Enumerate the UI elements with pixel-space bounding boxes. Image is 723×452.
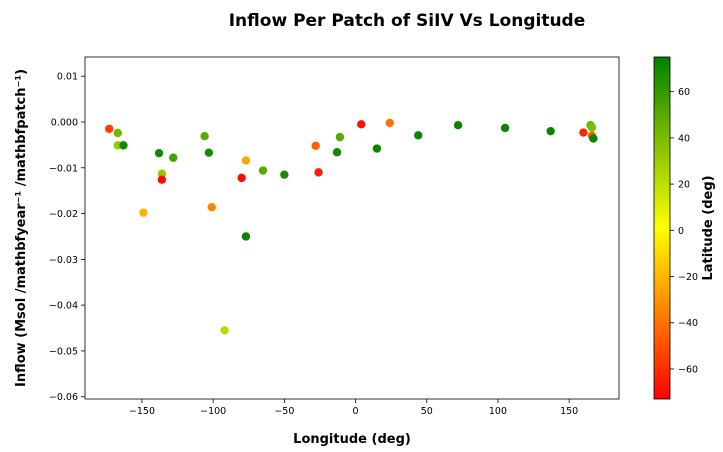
data-point bbox=[241, 232, 251, 241]
y-tick-label: −0.05 bbox=[49, 346, 78, 357]
x-tick-label: −150 bbox=[129, 406, 155, 417]
data-point bbox=[139, 208, 148, 217]
data-point bbox=[207, 202, 216, 212]
data-point bbox=[546, 126, 555, 136]
chart-title: Inflow Per Patch of SiIV Vs Longitude bbox=[229, 11, 586, 31]
data-point bbox=[311, 141, 320, 151]
plot-area-frame bbox=[84, 56, 620, 400]
data-point bbox=[157, 175, 167, 184]
colorbar-tick-label: −60 bbox=[678, 364, 698, 375]
data-point bbox=[579, 128, 588, 137]
data-point bbox=[204, 148, 214, 157]
colorbar-axis: 60 40 20 0 −20 −40 −60 bbox=[670, 87, 698, 375]
y-axis-label: Inflow (Msol /mathbfyear⁻¹ /mathbfpatch⁻… bbox=[14, 69, 29, 387]
data-point bbox=[200, 132, 209, 141]
colorbar-label: Latitude (deg) bbox=[701, 175, 716, 280]
data-point bbox=[335, 132, 345, 142]
colorbar-tick-label: 20 bbox=[678, 180, 690, 191]
data-point bbox=[589, 134, 598, 143]
y-tick-label: −0.02 bbox=[49, 209, 78, 220]
colorbar-frame bbox=[653, 56, 671, 400]
data-point bbox=[314, 168, 323, 177]
data-point bbox=[385, 118, 394, 128]
colorbar-tick-label: −20 bbox=[678, 272, 698, 283]
colorbar-tick-label: 0 bbox=[678, 226, 684, 237]
data-point bbox=[169, 153, 178, 162]
y-tick-label: −0.03 bbox=[49, 255, 78, 266]
data-point bbox=[587, 123, 597, 132]
x-tick-label: −50 bbox=[274, 406, 294, 417]
x-tick-label: −100 bbox=[200, 406, 226, 417]
data-point bbox=[332, 148, 342, 157]
data-point bbox=[157, 169, 167, 178]
y-tick-label: 0.000 bbox=[51, 118, 78, 129]
colorbar-tick-label: −40 bbox=[678, 318, 698, 329]
y-tick-label: −0.06 bbox=[49, 392, 78, 403]
x-tick-label: 100 bbox=[489, 406, 507, 417]
x-axis: −150 −100 −50 0 50 100 150 bbox=[129, 399, 578, 417]
x-tick-label: 50 bbox=[421, 406, 433, 417]
colorbar-tick-label: 40 bbox=[678, 133, 690, 144]
data-point bbox=[113, 128, 122, 138]
y-tick-label: 0.01 bbox=[57, 72, 78, 83]
x-tick-label: 150 bbox=[560, 406, 578, 417]
y-tick-label: −0.01 bbox=[49, 163, 78, 174]
data-point bbox=[357, 120, 366, 129]
colorbar-tick-label: 60 bbox=[678, 87, 690, 98]
y-tick-label: −0.04 bbox=[49, 301, 78, 312]
data-point bbox=[414, 131, 423, 140]
data-point bbox=[154, 148, 164, 158]
data-point bbox=[220, 326, 229, 335]
data-point bbox=[280, 170, 289, 179]
colorbar bbox=[654, 57, 670, 399]
data-point bbox=[372, 144, 382, 153]
data-point bbox=[453, 121, 463, 130]
data-point bbox=[258, 166, 268, 175]
y-axis: 0.01 0.000 −0.01 −0.02 −0.03 −0.04 −0.05 −0.06 bbox=[49, 72, 85, 403]
data-point bbox=[241, 156, 251, 165]
data-point bbox=[119, 141, 128, 150]
data-point bbox=[105, 124, 114, 134]
x-axis-label: Longitude (deg) bbox=[293, 432, 411, 447]
data-point bbox=[500, 123, 510, 133]
data-point bbox=[237, 173, 246, 183]
data-points bbox=[105, 118, 598, 335]
x-tick-label: 0 bbox=[353, 406, 359, 417]
